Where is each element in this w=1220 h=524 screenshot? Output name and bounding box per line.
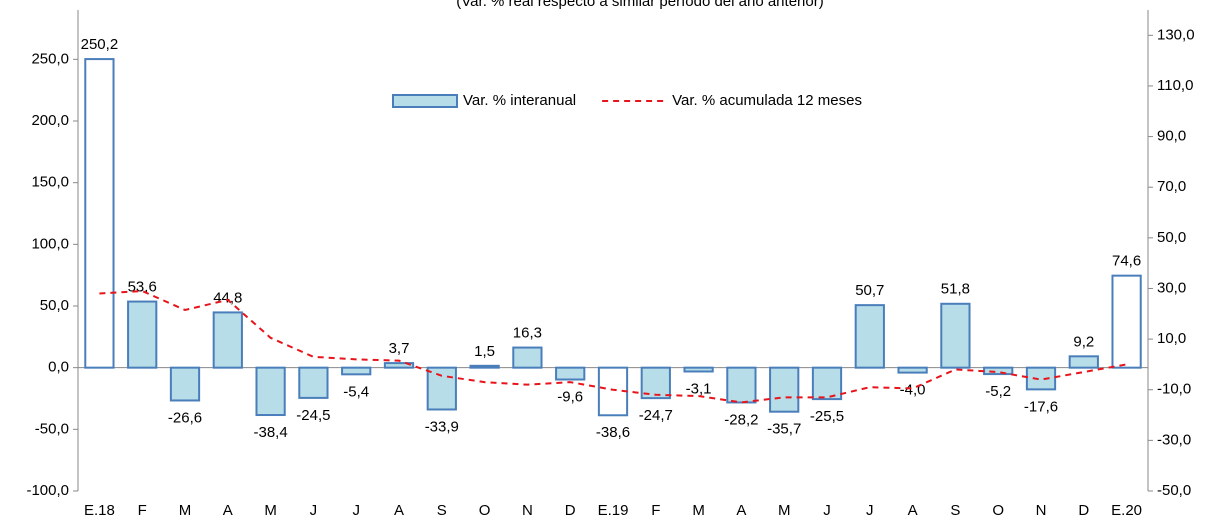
bar (555, 366, 586, 381)
data-label: -24,5 (296, 407, 330, 424)
bar (1111, 274, 1142, 369)
x-tick-label: N (522, 502, 533, 519)
y2-tick-label: 10,0 (1157, 330, 1186, 347)
bar (341, 366, 372, 376)
data-label: 9,2 (1073, 333, 1094, 350)
data-label: 74,6 (1112, 253, 1141, 270)
x-tick-label: E.19 (598, 502, 629, 519)
legend-label: Var. % interanual (463, 92, 576, 109)
bar (298, 366, 329, 399)
y2-tick-label: -50,0 (1157, 482, 1191, 499)
x-tick-label: J (310, 502, 318, 519)
data-label: -5,2 (985, 383, 1011, 400)
x-tick-label: A (223, 502, 233, 519)
x-tick-label: E.18 (84, 502, 115, 519)
bar (940, 302, 971, 369)
y2-tick-label: 110,0 (1157, 77, 1193, 94)
x-tick-label: F (138, 502, 147, 519)
bar (726, 366, 757, 404)
x-tick-label: S (950, 502, 960, 519)
y-tick-label: 200,0 (31, 112, 69, 129)
data-label: -28,2 (724, 411, 758, 428)
data-label: -24,7 (639, 407, 673, 424)
bar (683, 366, 714, 373)
bar (512, 346, 543, 369)
data-label: 44,8 (213, 289, 242, 306)
bar (769, 366, 800, 413)
data-label: -35,7 (767, 421, 801, 438)
data-label: -9,6 (557, 388, 583, 405)
x-tick-label: F (651, 502, 660, 519)
bar (84, 58, 115, 369)
x-tick-label: O (992, 502, 1004, 519)
legend-label: Var. % acumulada 12 meses (672, 92, 862, 109)
bar (1068, 355, 1099, 369)
bar (1025, 366, 1057, 391)
y-tick-label: 150,0 (31, 174, 69, 191)
y2-tick-label: 90,0 (1157, 128, 1186, 145)
y2-tick-label: 50,0 (1157, 229, 1186, 246)
x-tick-label: A (908, 502, 918, 519)
x-tick-label: A (394, 502, 404, 519)
x-tick-label: M (778, 502, 791, 519)
data-label: -3,1 (686, 380, 712, 397)
bar (983, 366, 1014, 376)
bar (854, 304, 885, 369)
x-tick-label: D (565, 502, 576, 519)
data-label: -4,0 (900, 382, 926, 399)
bar (469, 364, 500, 369)
bar (127, 300, 158, 369)
chart-subtitle: (Var. % real respecto a similar período … (456, 0, 823, 10)
data-label: 53,6 (128, 279, 157, 296)
x-tick-label: A (736, 502, 746, 519)
y2-tick-label: 70,0 (1157, 178, 1186, 195)
x-tick-label: S (437, 502, 447, 519)
y-tick-label: 50,0 (40, 297, 69, 314)
bar (897, 366, 928, 374)
x-tick-label: M (264, 502, 277, 519)
data-label: -25,5 (810, 408, 844, 425)
x-tick-label: M (692, 502, 705, 519)
y-tick-label: 100,0 (31, 235, 69, 252)
legend-swatch (392, 94, 458, 108)
data-label: -17,6 (1024, 398, 1058, 415)
bar (640, 366, 671, 400)
y-tick-label: 250,0 (31, 50, 69, 67)
data-label: 3,7 (389, 340, 410, 357)
data-label: -5,4 (343, 383, 369, 400)
y-tick-label: 0,0 (48, 359, 69, 376)
y2-tick-label: 30,0 (1157, 279, 1186, 296)
data-label: -33,9 (425, 418, 459, 435)
data-label: -38,6 (596, 424, 630, 441)
x-tick-label: D (1078, 502, 1089, 519)
data-label: 250,2 (81, 36, 119, 53)
x-tick-label: E.20 (1111, 502, 1142, 519)
data-label: -26,6 (168, 409, 202, 426)
x-tick-label: M (179, 502, 192, 519)
bar (169, 366, 201, 402)
x-tick-label: J (823, 502, 831, 519)
y-tick-label: -100,0 (26, 482, 69, 499)
bar (255, 366, 286, 417)
x-tick-label: J (866, 502, 874, 519)
y-tick-label: -50,0 (35, 420, 69, 437)
y2-tick-label: 130,0 (1157, 26, 1195, 43)
data-label: 16,3 (513, 325, 542, 342)
data-label: -38,4 (253, 424, 287, 441)
x-tick-label: O (479, 502, 491, 519)
y2-tick-label: -30,0 (1157, 431, 1191, 448)
data-label: 51,8 (941, 281, 970, 298)
bar (383, 362, 415, 369)
y2-tick-label: -10,0 (1157, 381, 1191, 398)
data-label: 50,7 (855, 282, 884, 299)
bar (426, 366, 457, 411)
bar (212, 311, 243, 369)
data-label: 1,5 (474, 343, 495, 360)
x-tick-label: N (1036, 502, 1047, 519)
line (99, 289, 1127, 404)
x-tick-label: J (352, 502, 360, 519)
bar (811, 366, 843, 401)
